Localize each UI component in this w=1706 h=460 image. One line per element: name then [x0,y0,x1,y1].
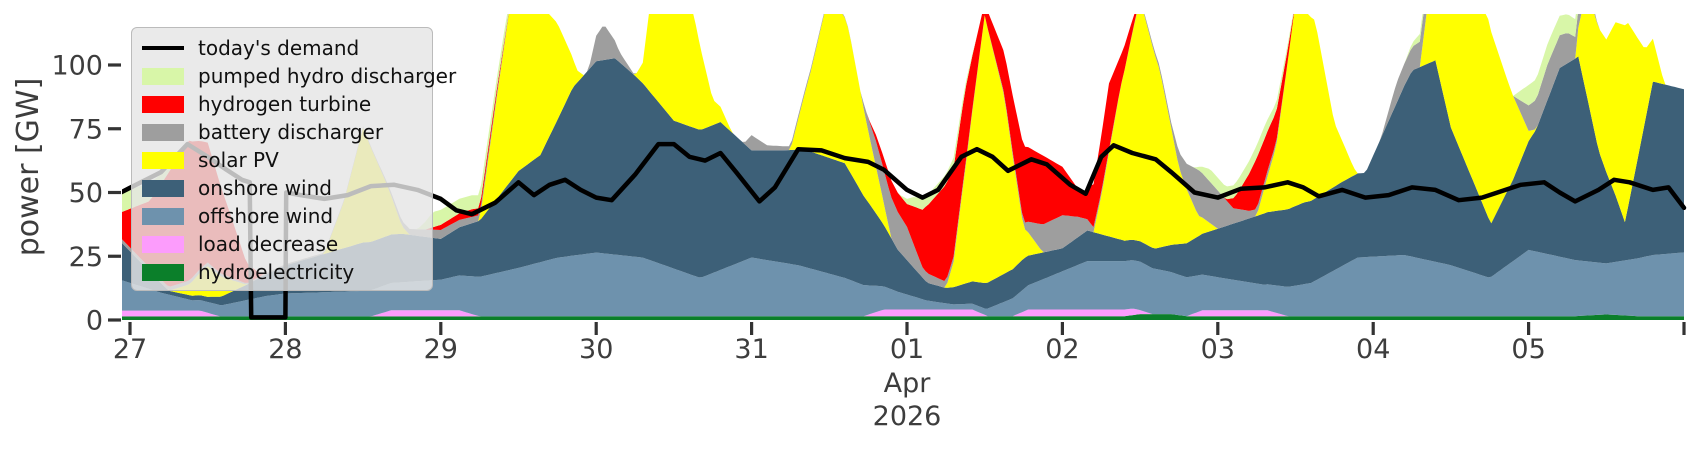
x-tick-label: 03 [1201,334,1235,365]
legend-label-demand: today's demand [198,36,360,60]
y-tick-label: 75 [69,114,103,145]
stacked-area-layers [122,14,1684,320]
y-tick-label: 25 [69,242,103,273]
area-battery-discharger [122,14,1684,291]
x-tick-label: 04 [1356,334,1390,365]
legend-item-solar: solar PV [142,146,422,174]
area-solar-pv [122,14,1684,297]
legend-item-onwind: onshore wind [142,174,422,202]
legend-item-h2: hydrogen turbine [142,90,422,118]
x-tick-label: 28 [268,334,302,365]
legend-item-loaddec: load decrease [142,230,422,258]
x-tick-label: 27 [113,334,147,365]
x-tick-label: 31 [734,334,768,365]
y-tick-label: 100 [51,51,103,82]
y-tick-label: 50 [69,178,103,209]
legend-item-hydro: hydroelectricity [142,258,422,286]
legend-item-demand: today's demand [142,34,422,62]
legend-swatch-loaddec [142,235,184,253]
legend-swatch-offwind [142,207,184,225]
legend-item-offwind: offshore wind [142,202,422,230]
area-onshore-wind [122,56,1684,309]
legend-label-battery: battery discharger [198,120,384,144]
x-axis-period-label: Apr [884,368,932,399]
legend-label-offwind: offshore wind [198,204,334,228]
legend-item-battery: battery discharger [142,118,422,146]
legend-swatch-hydro [142,263,184,281]
x-tick-label: 01 [890,334,924,365]
y-axis-label: power [GW] [11,78,46,257]
legend-label-h2: hydrogen turbine [198,92,372,116]
legend: today's demand pumped hydro discharger hyd… [131,27,456,291]
x-tick-label: 30 [579,334,613,365]
y-tick-label: 0 [86,306,103,337]
legend-label-hydro: hydroelectricity [198,260,355,284]
area-hydroelectricity [122,314,1684,320]
x-tick-label: 29 [424,334,458,365]
y-axis: 0 25 50 75 100 [51,51,121,337]
legend-swatch-battery [142,123,184,141]
area-load-decrease [122,308,1684,317]
legend-label-phs: pumped hydro discharger [198,64,457,88]
legend-swatch-h2 [142,95,184,113]
legend-label-solar: solar PV [198,148,279,172]
area-offshore-wind [122,249,1684,317]
legend-item-phs: pumped hydro discharger [142,62,456,90]
legend-label-loaddec: load decrease [198,232,339,256]
legend-swatch-phs [142,67,184,85]
x-tick-label: 02 [1045,334,1079,365]
legend-label-onwind: onshore wind [198,176,332,200]
legend-swatch-onwind [142,179,184,197]
x-tick-label: 05 [1511,334,1545,365]
legend-swatch-demand [142,45,184,51]
x-axis-period-label: 2026 [873,401,942,432]
legend-swatch-solar [142,151,184,169]
